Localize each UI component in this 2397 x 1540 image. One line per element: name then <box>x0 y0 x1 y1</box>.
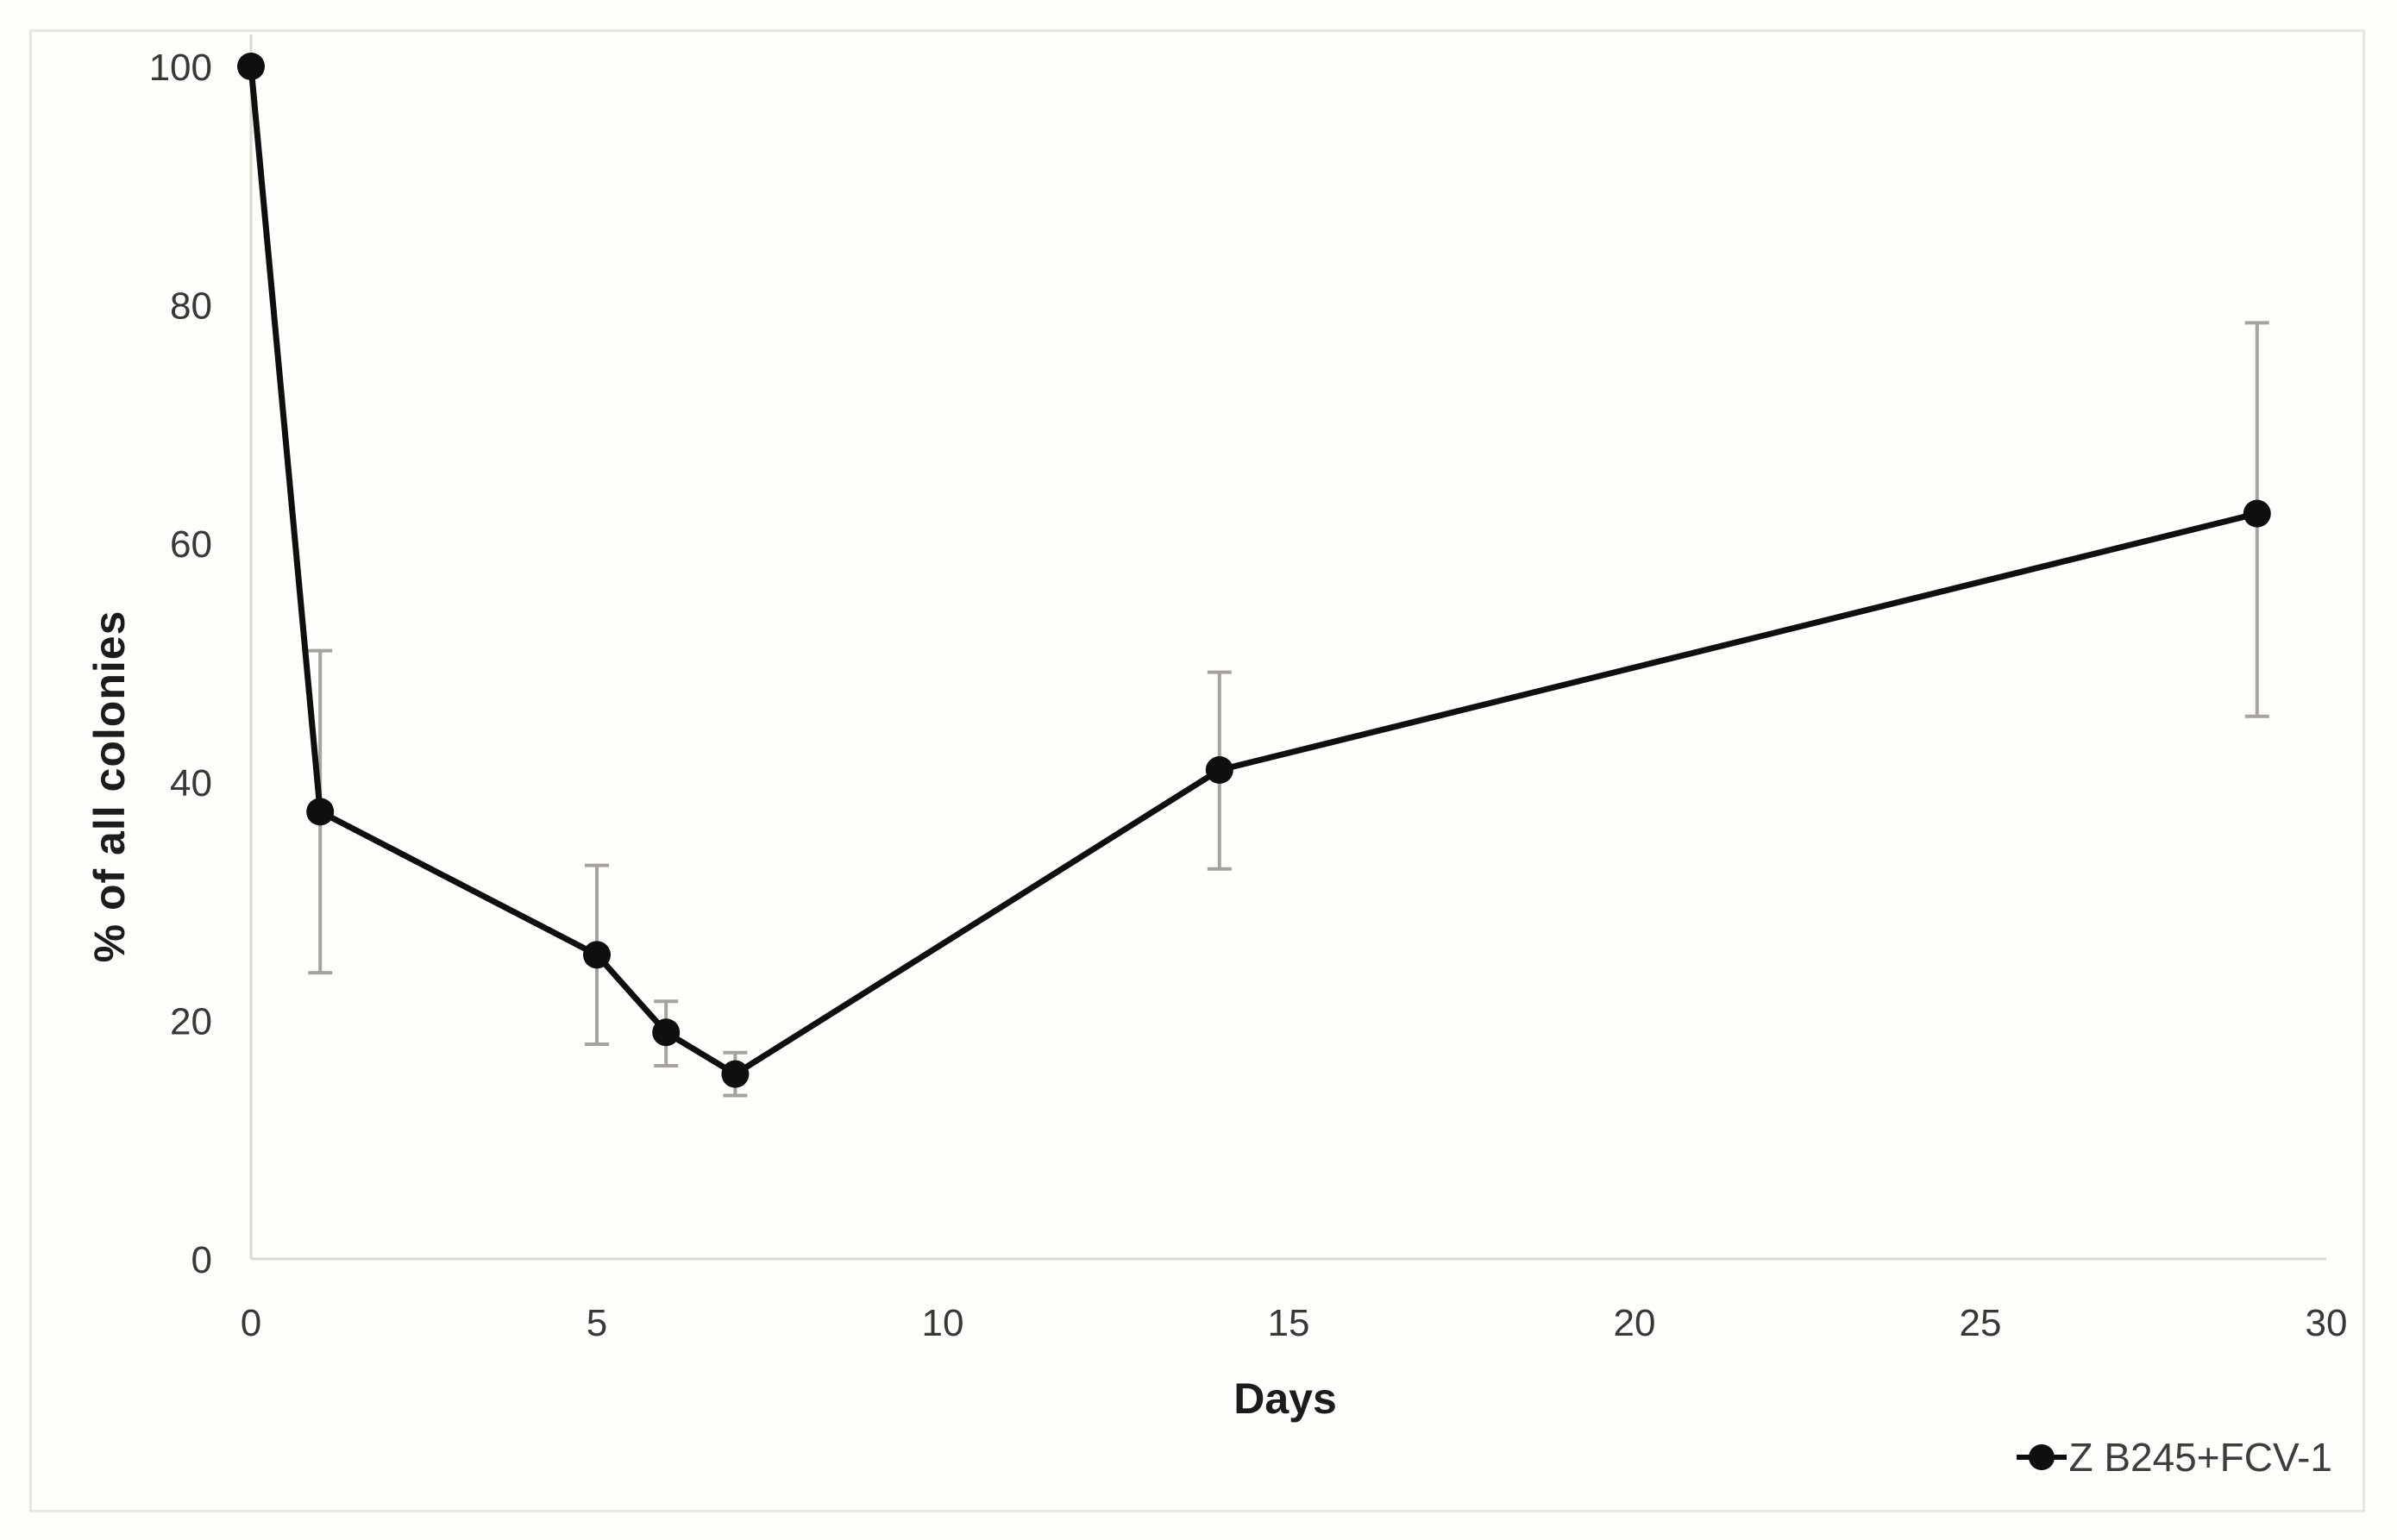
y-tick-label: 20 <box>170 1000 212 1042</box>
legend-label: Z B245+FCV-1 <box>2068 1435 2332 1480</box>
data-point-marker <box>1205 755 1233 784</box>
data-point-marker <box>306 798 335 826</box>
x-tick-label: 30 <box>2306 1302 2348 1344</box>
data-point-marker <box>2243 499 2271 528</box>
y-tick-label: 100 <box>149 47 212 89</box>
data-point-marker <box>721 1060 750 1088</box>
y-tick-label: 60 <box>170 523 212 566</box>
data-point-marker <box>237 53 265 80</box>
x-axis-title: Days <box>1233 1374 1337 1423</box>
x-tick-label: 15 <box>1268 1302 1310 1344</box>
legend-series-marker-icon <box>2017 1444 2068 1470</box>
data-point-marker <box>652 1018 681 1047</box>
x-tick-label: 20 <box>1614 1302 1656 1344</box>
series-line <box>248 63 2261 1078</box>
legend: Z B245+FCV-1 <box>2016 1434 2332 1481</box>
x-tick-label: 25 <box>1960 1302 2002 1344</box>
figure-border-frame <box>29 29 2365 1512</box>
y-axis-title: % of all colonies <box>85 610 134 963</box>
x-tick-label: 10 <box>922 1302 964 1344</box>
y-tick-label: 0 <box>191 1239 212 1281</box>
x-tick-label: 0 <box>241 1302 261 1344</box>
data-point-marker <box>583 941 611 969</box>
x-tick-label: 5 <box>587 1302 607 1344</box>
y-tick-label: 40 <box>170 762 212 804</box>
y-tick-label: 80 <box>170 285 212 328</box>
